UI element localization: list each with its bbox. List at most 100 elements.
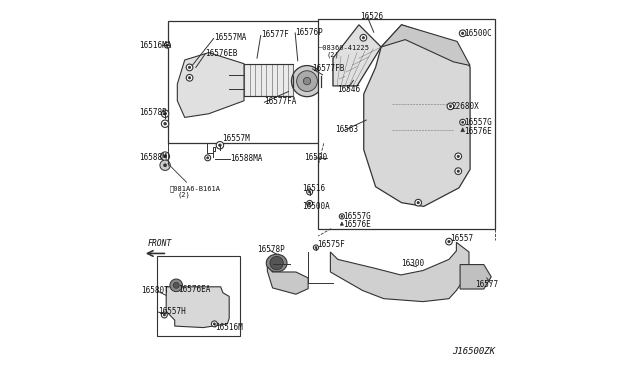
Text: 16557MA: 16557MA <box>214 33 246 42</box>
Circle shape <box>461 32 464 35</box>
Text: 16300: 16300 <box>401 259 424 268</box>
Text: 16588M: 16588M <box>140 153 167 161</box>
Text: 16580T: 16580T <box>141 286 169 295</box>
Circle shape <box>449 105 452 108</box>
Text: 16526: 16526 <box>360 12 383 21</box>
Circle shape <box>341 215 343 217</box>
Text: (2): (2) <box>326 52 339 58</box>
Polygon shape <box>166 287 229 328</box>
Text: 16588MA: 16588MA <box>230 154 262 163</box>
Circle shape <box>216 141 223 149</box>
Text: 16500C: 16500C <box>464 29 492 38</box>
Circle shape <box>461 121 464 123</box>
Polygon shape <box>461 128 465 132</box>
Text: 16578B: 16578B <box>140 108 167 117</box>
Circle shape <box>308 191 310 193</box>
Circle shape <box>457 170 460 172</box>
Circle shape <box>457 155 460 157</box>
Circle shape <box>415 199 422 206</box>
Circle shape <box>307 201 312 206</box>
Circle shape <box>166 44 168 46</box>
Text: 16576EB: 16576EB <box>205 49 237 58</box>
Text: 16563: 16563 <box>335 125 358 134</box>
Text: 16500A: 16500A <box>302 202 330 211</box>
Circle shape <box>303 77 311 85</box>
Polygon shape <box>333 25 381 86</box>
Text: 16557: 16557 <box>451 234 474 244</box>
Circle shape <box>161 120 169 128</box>
Circle shape <box>164 122 166 125</box>
Circle shape <box>455 168 461 174</box>
Text: J16500ZK: J16500ZK <box>452 347 495 356</box>
Polygon shape <box>460 264 492 289</box>
Circle shape <box>460 119 466 125</box>
Text: 16578P: 16578P <box>257 245 285 254</box>
Circle shape <box>315 247 317 248</box>
Text: 16516MA: 16516MA <box>140 41 172 50</box>
Polygon shape <box>364 25 470 206</box>
Circle shape <box>163 163 167 167</box>
Polygon shape <box>177 52 244 118</box>
Circle shape <box>445 238 452 245</box>
Text: 16576P: 16576P <box>295 28 323 37</box>
Text: 16557G: 16557G <box>343 212 371 221</box>
Text: 16546: 16546 <box>337 85 360 94</box>
Text: (2): (2) <box>177 192 190 198</box>
Circle shape <box>308 202 310 205</box>
Circle shape <box>447 103 454 110</box>
Circle shape <box>448 240 450 243</box>
Circle shape <box>186 74 193 81</box>
Circle shape <box>161 110 169 118</box>
Circle shape <box>161 152 170 161</box>
Circle shape <box>205 155 211 161</box>
Ellipse shape <box>266 254 287 272</box>
Circle shape <box>207 157 209 159</box>
Circle shape <box>161 312 167 318</box>
Polygon shape <box>381 25 470 65</box>
Text: 16557G: 16557G <box>464 118 492 127</box>
Circle shape <box>219 144 221 147</box>
Polygon shape <box>244 64 293 96</box>
Circle shape <box>164 42 170 48</box>
Circle shape <box>417 202 419 204</box>
Text: 16500: 16500 <box>305 153 328 161</box>
Circle shape <box>360 35 367 41</box>
Text: 16577F: 16577F <box>260 30 289 39</box>
Circle shape <box>297 71 317 92</box>
Text: 16577: 16577 <box>475 280 498 289</box>
Circle shape <box>460 30 466 37</box>
Text: 16576E: 16576E <box>464 126 492 136</box>
Text: 16575F: 16575F <box>317 240 345 249</box>
Text: ①081A6-B161A: ①081A6-B161A <box>170 185 221 192</box>
Circle shape <box>314 245 319 250</box>
Circle shape <box>163 314 165 316</box>
Circle shape <box>170 279 182 292</box>
Text: 16576EA: 16576EA <box>179 285 211 294</box>
Polygon shape <box>330 242 469 302</box>
Circle shape <box>362 36 365 39</box>
Circle shape <box>173 282 179 288</box>
Text: 16557M: 16557M <box>222 134 250 143</box>
Text: 16516: 16516 <box>302 185 325 193</box>
Circle shape <box>291 65 323 97</box>
Text: 16516M: 16516M <box>216 323 243 332</box>
Circle shape <box>186 64 193 71</box>
FancyBboxPatch shape <box>157 256 240 336</box>
Circle shape <box>164 155 166 158</box>
Polygon shape <box>268 267 308 294</box>
Circle shape <box>164 112 166 115</box>
Text: 16577FB: 16577FB <box>312 64 345 73</box>
Text: 22680X: 22680X <box>452 102 479 111</box>
Text: 16576E: 16576E <box>343 221 371 230</box>
Text: 16557H: 16557H <box>157 307 186 316</box>
Text: ┈08360-41225: ┈08360-41225 <box>319 45 370 51</box>
Polygon shape <box>340 222 344 225</box>
Circle shape <box>455 153 461 160</box>
Circle shape <box>270 256 284 270</box>
Circle shape <box>307 189 312 195</box>
FancyBboxPatch shape <box>168 21 324 143</box>
Text: 16577FA: 16577FA <box>264 97 297 106</box>
Circle shape <box>213 323 216 325</box>
Circle shape <box>188 66 191 68</box>
Circle shape <box>211 321 218 327</box>
